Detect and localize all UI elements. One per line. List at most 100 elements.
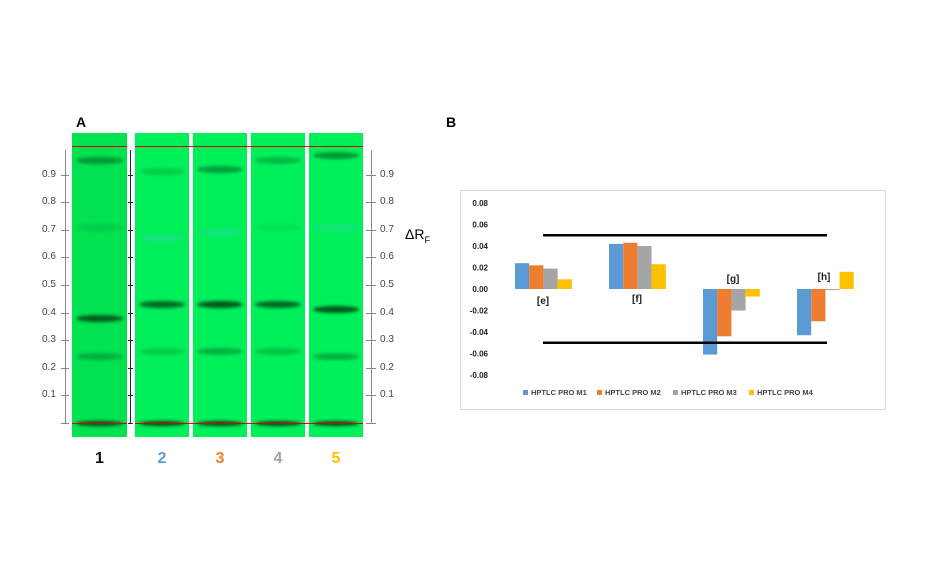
axis-tick (61, 285, 69, 286)
panel-b-label: B (446, 114, 457, 130)
left-axis (65, 150, 66, 423)
tlc-band (255, 347, 301, 355)
y-tick-label: 0.04 (472, 242, 488, 251)
lane-number: 2 (157, 450, 167, 467)
category-label: [g] (727, 274, 740, 285)
panel-a-label: A (76, 114, 87, 130)
right-tick-label: 0.2 (380, 361, 394, 373)
category-label: [e] (537, 296, 549, 307)
legend-swatch (673, 390, 678, 395)
axis-tick (128, 423, 133, 424)
tlc-band (76, 314, 123, 322)
axis-tick (61, 423, 69, 424)
axis-tick (128, 367, 133, 369)
axis-tick (366, 229, 376, 231)
bar-hptlc-pro-m4 (557, 279, 572, 289)
tlc-lane (193, 133, 247, 437)
bar-hptlc-pro-m1 (609, 243, 624, 289)
solvent-front-line (135, 146, 363, 147)
solvent-front-line (72, 146, 127, 147)
axis-label-main: ΔR (405, 226, 425, 242)
right-tick-label: 0.3 (380, 334, 394, 346)
tlc-band (313, 223, 359, 231)
axis-tick (366, 340, 376, 342)
origin-line (135, 423, 363, 424)
y-tick-label: 0.06 (472, 221, 488, 230)
axis-tick (366, 367, 376, 369)
axis-tick (128, 285, 133, 286)
legend-label: HPTLC PRO M2 (605, 388, 661, 397)
tlc-band (197, 229, 243, 237)
left-tick-label: 0.6 (42, 251, 56, 263)
bar-hptlc-pro-m1 (797, 289, 812, 336)
tlc-lane (309, 133, 363, 437)
axis-tick (128, 340, 133, 342)
bar-hptlc-pro-m3 (637, 246, 652, 289)
axis-tick (61, 340, 69, 342)
bar-hptlc-pro-m4 (745, 289, 760, 297)
lane-number: 1 (95, 450, 104, 467)
bar-hptlc-pro-m4 (839, 271, 854, 289)
right-tick-label: 0.1 (380, 389, 394, 401)
axis-tick (61, 229, 69, 231)
delta-rf-label: ΔRF (405, 226, 430, 245)
bar-hptlc-pro-m3 (543, 268, 558, 289)
tlc-band (255, 223, 301, 231)
legend-label: HPTLC PRO M3 (681, 388, 737, 397)
right-axis (371, 150, 372, 423)
axis-tick (128, 395, 133, 397)
right-tick-label: 0.5 (380, 279, 394, 290)
y-tick-label: -0.02 (470, 307, 489, 316)
tlc-band (139, 300, 185, 308)
bar-hptlc-pro-m4 (651, 264, 666, 289)
tlc-lane (251, 133, 305, 437)
axis-tick (61, 395, 69, 397)
middle-axis (130, 150, 131, 423)
axis-tick (128, 312, 133, 314)
bar-hptlc-pro-m3 (731, 289, 746, 311)
axis-tick (128, 174, 133, 176)
left-tick-label: 0.8 (42, 196, 56, 208)
tlc-band (255, 157, 301, 165)
bar-chart: 0.08 0.06 0.04 0.02 0.00 -0.02 -0.04 -0.06 -0.08… (460, 190, 886, 410)
tlc-band (76, 157, 123, 165)
bar-hptlc-pro-m3 (825, 289, 840, 291)
origin-line (72, 423, 127, 424)
right-tick-label: 0.8 (380, 196, 394, 208)
y-tick-label: 0.02 (472, 264, 488, 273)
lane-number: 4 (273, 450, 283, 467)
bar-hptlc-pro-m2 (623, 242, 638, 289)
axis-tick (366, 285, 376, 286)
y-tick-label: 0.00 (472, 285, 488, 294)
tlc-band (76, 223, 123, 231)
left-tick-label: 0.5 (42, 279, 56, 290)
lane-number: 5 (331, 450, 341, 467)
bar-hptlc-pro-m1 (515, 263, 530, 289)
tlc-lane (72, 133, 127, 437)
category-label: [h] (818, 272, 831, 283)
legend-swatch (597, 390, 602, 395)
chart-svg: 0.08 0.06 0.04 0.02 0.00 -0.02 -0.04 -0.06 -0.08… (470, 199, 854, 397)
right-tick-label: 0.6 (380, 251, 394, 263)
right-tick-label: 0.7 (380, 223, 394, 235)
bar-hptlc-pro-m2 (811, 289, 826, 322)
axis-tick (128, 257, 133, 259)
legend-swatch (523, 390, 528, 395)
left-tick-label: 0.9 (42, 168, 56, 180)
tlc-band (139, 234, 185, 242)
tlc-band (197, 165, 243, 173)
tlc-band (197, 300, 243, 308)
y-tick-label: -0.04 (470, 328, 489, 337)
y-tick-label: 0.08 (472, 199, 488, 208)
tlc-band (76, 353, 123, 361)
tlc-band (139, 168, 185, 176)
category-label: [f] (632, 294, 642, 305)
left-tick-label: 0.2 (42, 361, 56, 373)
tlc-lane (135, 133, 189, 437)
left-tick-label: 0.4 (42, 306, 56, 318)
axis-tick (61, 202, 69, 204)
y-tick-label: -0.08 (470, 371, 489, 380)
axis-tick (61, 367, 69, 369)
lane-number: 3 (215, 450, 225, 467)
